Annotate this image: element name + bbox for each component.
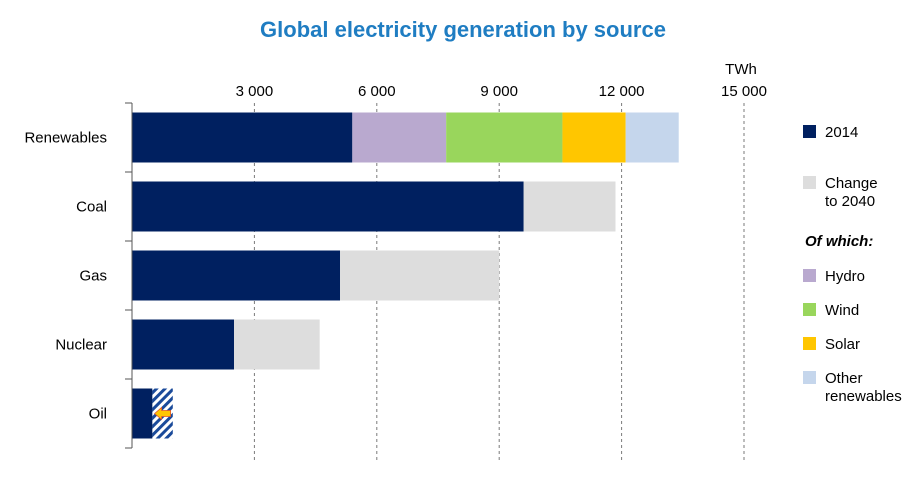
bar-oil-2014 xyxy=(132,388,153,439)
legend-label-2014: 2014 xyxy=(825,124,858,141)
chart-title: Global electricity generation by source xyxy=(260,17,666,42)
bar-renewables-2014 xyxy=(132,112,353,163)
legend-label-wind: Wind xyxy=(825,302,859,319)
bar-coal-2014 xyxy=(132,181,524,232)
x-tick-label: 9 000 xyxy=(480,83,518,100)
x-tick-labels: 3 000 6 000 9 000 12 000 15 000 xyxy=(236,83,767,100)
category-label-renewables: Renewables xyxy=(24,130,107,147)
category-label-gas: Gas xyxy=(79,268,107,285)
bar-renewables-other-renewables xyxy=(625,112,679,163)
legend-swatch-other-renewables xyxy=(803,371,816,384)
decline-arrow-icon xyxy=(153,406,172,421)
bar-gas-change-to-2040 xyxy=(340,250,500,301)
legend-label-solar: Solar xyxy=(825,336,860,353)
bar-renewables-hydro xyxy=(352,112,447,163)
bar-renewables-solar xyxy=(562,112,626,163)
legend-swatch-change-to-2040 xyxy=(803,176,816,189)
category-axis xyxy=(125,102,133,449)
bars xyxy=(132,112,679,439)
legend-label-other-renewables: Other xyxy=(825,370,863,387)
legend-swatch-wind xyxy=(803,303,816,316)
legend-swatch-solar xyxy=(803,337,816,350)
legend-label-change-to-2040: Change xyxy=(825,175,878,192)
bar-coal-change-to-2040 xyxy=(523,181,616,232)
x-tick-label: 15 000 xyxy=(721,83,767,100)
legend-label-hydro: Hydro xyxy=(825,268,865,285)
category-labels: Renewables Coal Gas Nuclear Oil xyxy=(24,130,107,423)
bar-renewables-wind xyxy=(446,112,563,163)
legend-swatch-hydro xyxy=(803,269,816,282)
bar-gas-2014 xyxy=(132,250,341,301)
axis-unit-label: TWh xyxy=(725,61,757,78)
x-tick-label: 12 000 xyxy=(599,83,645,100)
category-label-coal: Coal xyxy=(76,199,107,216)
category-label-oil: Oil xyxy=(89,406,107,423)
bar-nuclear-2014 xyxy=(132,319,234,370)
legend-label-other-renewables: renewables xyxy=(825,388,902,405)
legend-swatch-2014 xyxy=(803,125,816,138)
x-tick-label: 6 000 xyxy=(358,83,396,100)
x-tick-label: 3 000 xyxy=(236,83,274,100)
legend-subheading: Of which: xyxy=(805,233,873,250)
category-label-nuclear: Nuclear xyxy=(55,337,107,354)
legend-label-change-to-2040: to 2040 xyxy=(825,193,875,210)
bar-nuclear-change-to-2040 xyxy=(234,319,320,370)
